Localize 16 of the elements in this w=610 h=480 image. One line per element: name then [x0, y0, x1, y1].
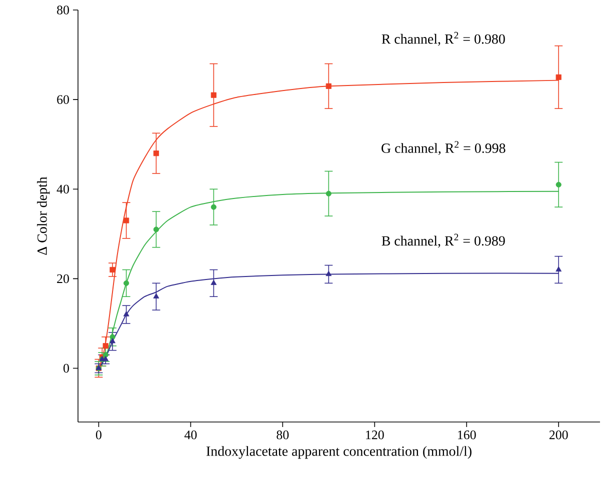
- y-tick-label: 40: [56, 184, 69, 194]
- y-tick-label: 20: [57, 274, 69, 284]
- y-tick-label: 60: [57, 95, 69, 104]
- x-tick-label: 80: [276, 430, 289, 440]
- x-tick-label: 0: [96, 430, 102, 440]
- y-tick-label: 0: [64, 364, 69, 373]
- x-axis-title: Indoxylacetate apparent concentration (mmol/l): [206, 446, 472, 459]
- x-tick-label: 160: [458, 430, 476, 440]
- annotation: R channel, R$^{2}$ = 0.980: [382, 32, 505, 46]
- annotation: B channel, R$^{2}$ = 0.989: [382, 234, 505, 248]
- y-axis-title: Δ Color depth: [37, 176, 50, 255]
- y-tick-label: 80: [57, 6, 69, 14]
- annotation: G channel, R$^{2}$ = 0.998: [382, 141, 506, 155]
- x-tick-label: 200: [549, 430, 568, 440]
- x-tick-label: 40: [184, 430, 197, 440]
- x-tick-label: 120: [366, 430, 384, 440]
